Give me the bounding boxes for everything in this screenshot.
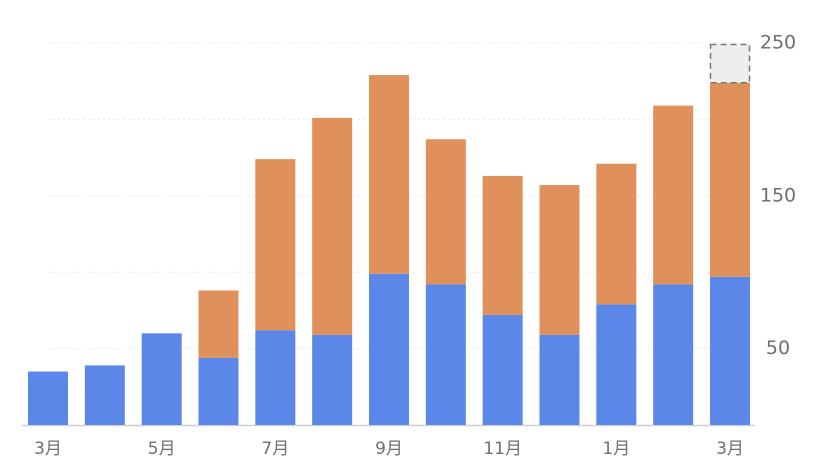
bar-segment-series-1 xyxy=(84,365,125,425)
bar-segment-series-2 xyxy=(369,75,409,274)
bar-segment-series-2 xyxy=(653,105,694,285)
bar-segment-series-2 xyxy=(710,82,750,277)
bar-segment-series-1 xyxy=(482,314,523,425)
x-axis-ticks: 3月 5月 7月 9月 11月 1月 3月 xyxy=(34,439,744,459)
bar-segment-series-1 xyxy=(28,371,68,425)
bar-segment-series-1 xyxy=(198,357,239,425)
x-tick-label: 1月 xyxy=(602,439,630,459)
bar-segment-series-1 xyxy=(369,273,409,425)
y-tick-label: 50 xyxy=(766,337,790,359)
bar-segment-series-2 xyxy=(482,175,523,315)
x-tick-label: 3月 xyxy=(716,439,744,459)
pending-bar-segment xyxy=(709,43,751,84)
bar-segment-series-1 xyxy=(653,284,694,425)
bar-segment-series-1 xyxy=(141,333,182,425)
x-tick-label: 9月 xyxy=(375,439,403,459)
bar-segment-series-2 xyxy=(312,117,353,335)
bar-segment-series-2 xyxy=(596,163,637,305)
bars xyxy=(28,43,751,425)
bar-segment-series-2 xyxy=(255,159,296,331)
bar-segment-series-1 xyxy=(539,334,580,425)
bar-segment-series-2 xyxy=(539,185,580,335)
bar-segment-series-2 xyxy=(425,139,466,285)
bar-segment-series-2 xyxy=(198,290,239,358)
bar-segment-series-1 xyxy=(596,304,637,425)
y-tick-label: 250 xyxy=(760,32,796,54)
x-tick-label: 7月 xyxy=(261,439,289,459)
y-axis-ticks: 50 150 250 xyxy=(760,32,796,360)
bar-segment-series-1 xyxy=(312,334,353,425)
x-tick-label: 11月 xyxy=(483,439,522,459)
x-tick-label: 5月 xyxy=(148,439,176,459)
bar-segment-series-1 xyxy=(255,330,296,425)
bar-segment-series-1 xyxy=(425,284,466,425)
bar-segment-series-1 xyxy=(710,276,750,425)
y-tick-label: 150 xyxy=(760,184,796,206)
x-tick-label: 3月 xyxy=(34,439,62,459)
